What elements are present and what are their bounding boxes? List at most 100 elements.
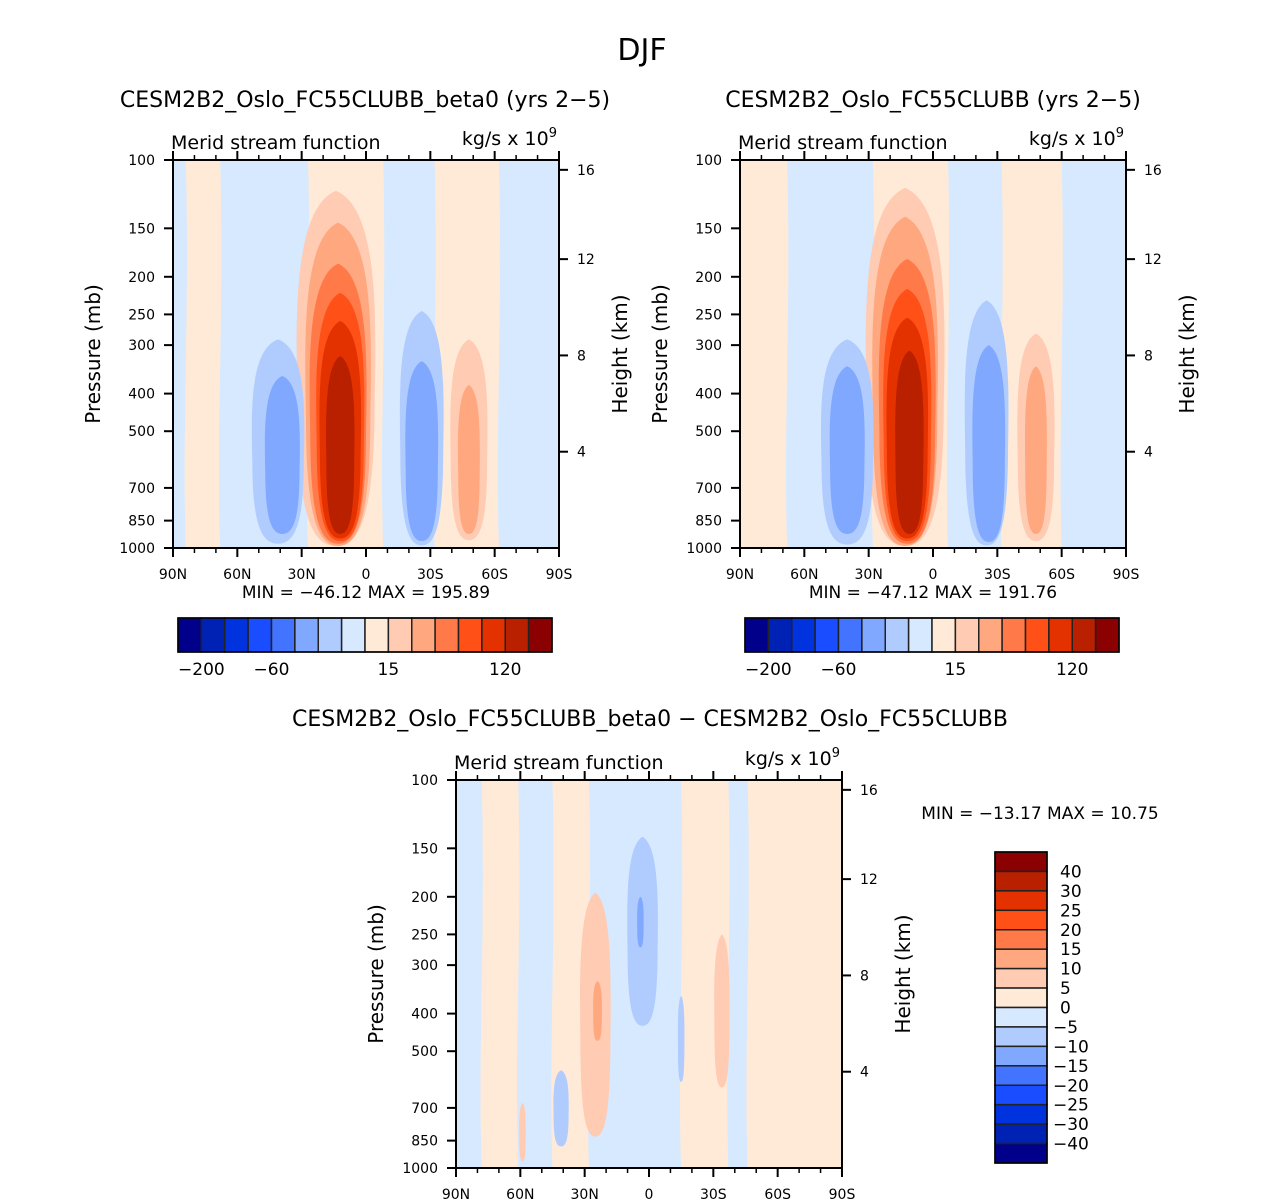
y-tick-label: 1000 (402, 1161, 438, 1177)
contour-band (184, 160, 222, 548)
contour-band (727, 780, 749, 1168)
height-tick-label: 16 (1144, 163, 1162, 179)
colorbar-swatch (767, 617, 793, 653)
x-tick-label: 30N (571, 1187, 599, 1203)
y-tick-label: 400 (128, 387, 155, 403)
min-max-label: MIN = −47.12 MAX = 191.76 (809, 583, 1057, 603)
x-tick-label: 60S (481, 567, 508, 583)
colorbar-swatch (294, 617, 319, 653)
contour-band (173, 160, 188, 548)
colorbar-swatch (481, 617, 506, 653)
colorbar-swatch (907, 617, 933, 653)
height-tick-label: 4 (860, 1065, 869, 1081)
colorbar-swatch (317, 617, 343, 653)
panel-title: CESM2B2_Oslo_FC55CLUBB_beta0 (yrs 2−5) (120, 88, 610, 113)
y-axis-label: Pressure (mb) (81, 284, 105, 424)
colorbar-frame (177, 617, 553, 653)
colorbar-swatch (884, 617, 910, 653)
colorbar-tick-label: −5 (1053, 1018, 1078, 1038)
y-tick-label: 150 (128, 221, 155, 237)
colorbar-tick-label: 20 (1060, 921, 1082, 941)
units-text: kg/s x 10 (1029, 128, 1116, 150)
colorbar-swatch (994, 967, 1048, 989)
colorbar-swatch (994, 948, 1048, 970)
min-max-label: MIN = −13.17 MAX = 10.75 (921, 804, 1158, 824)
colorbar-swatch (994, 909, 1048, 931)
right-axis-label: Height (km) (891, 914, 915, 1033)
x-tick-label: 90S (546, 567, 573, 583)
units-exponent: 9 (549, 126, 557, 141)
x-tick-label: 60S (764, 1187, 791, 1203)
height-tick-label: 12 (577, 252, 595, 268)
colorbar-swatch (994, 870, 1048, 892)
panel-difference: 90N 60N 30N 0 30S 60S 90S100150200250300400500… (292, 707, 1159, 1203)
y-tick-label: 400 (695, 387, 722, 403)
plot-area (456, 780, 842, 1168)
height-tick-label: 16 (577, 163, 595, 179)
y-tick-label: 400 (411, 1007, 438, 1023)
units-exponent: 9 (1116, 126, 1124, 141)
colorbar-swatch (1048, 617, 1073, 653)
height-tick-label: 8 (1144, 348, 1153, 364)
y-tick-label: 1000 (686, 541, 722, 557)
y-tick-label: 300 (695, 338, 722, 354)
colorbar-swatch (364, 617, 390, 653)
x-tick-label: 60N (506, 1187, 534, 1203)
contour-cell (519, 1103, 526, 1162)
units-exponent: 9 (832, 746, 840, 761)
colorbar-swatch (994, 1123, 1048, 1145)
colorbar-tick-label: −200 (178, 660, 225, 680)
y-tick-label: 100 (128, 153, 155, 169)
x-tick-label: 30S (417, 567, 444, 583)
x-tick-label: 30N (855, 567, 883, 583)
colorbar-tick-label: −60 (254, 660, 290, 680)
colorbar-swatch (837, 617, 863, 653)
y-tick-label: 700 (411, 1101, 438, 1117)
right-axis-label: Height (km) (608, 294, 632, 413)
colorbar-swatch (791, 617, 816, 653)
colorbar-tick-label: 120 (1056, 660, 1088, 680)
colorbar-swatch (994, 1084, 1048, 1106)
colorbar-tick-label: −15 (1053, 1057, 1089, 1077)
colorbar-swatch (994, 851, 1048, 873)
panel-beta0: 90N 60N 30N 0 30S 60S 90S 100 150 200 250 300 400 500… (81, 88, 632, 680)
contour-cell (714, 934, 730, 1088)
x-tick-label: 60N (790, 567, 818, 583)
contour-cell (264, 375, 300, 534)
colorbar-swatch (457, 617, 483, 653)
y-tick-label: 700 (128, 481, 155, 497)
x-tick-label: 90N (442, 1187, 470, 1203)
x-tick-label: 0 (645, 1187, 654, 1203)
y-tick-label: 300 (128, 338, 155, 354)
contour-cell (829, 366, 865, 534)
colorbar-swatch (978, 617, 1003, 653)
y-tick-label: 850 (128, 514, 155, 530)
left-subtitle: Merid stream function (738, 132, 948, 154)
y-tick-label: 150 (695, 221, 722, 237)
contour-cell (326, 355, 355, 534)
contour-cell (457, 384, 480, 534)
contour-cell (895, 350, 924, 534)
colorbar-tick-label: 15 (1060, 940, 1082, 960)
units-text: kg/s x 10 (745, 748, 832, 770)
units-label: kg/s x 109 (1029, 126, 1124, 150)
height-tick-label: 8 (577, 348, 586, 364)
colorbar-tick-label: −30 (1053, 1115, 1089, 1135)
y-tick-label: 150 (411, 841, 438, 857)
colorbar-tick-label: 15 (378, 660, 400, 680)
height-tick-label: 12 (1144, 252, 1162, 268)
colorbar-swatch (994, 929, 1048, 950)
x-tick-label: 30S (700, 1187, 727, 1203)
colorbar-swatch (931, 617, 957, 653)
left-subtitle: Merid stream function (454, 752, 664, 774)
y-tick-label: 500 (695, 424, 722, 440)
colorbar-swatch (814, 617, 840, 653)
colorbar-tick-label: −20 (1053, 1076, 1089, 1096)
colorbar-swatch (411, 617, 436, 653)
colorbar-swatch (994, 987, 1048, 1009)
panel-control: 90N 60N 30N 0 30S 60S 90S 100 150 200 250 300 400 500… (648, 88, 1199, 680)
colorbar-tick-label: −60 (821, 660, 857, 680)
height-tick-label: 12 (860, 872, 878, 888)
colorbar-swatch (270, 617, 296, 653)
y-tick-label: 850 (695, 514, 722, 530)
